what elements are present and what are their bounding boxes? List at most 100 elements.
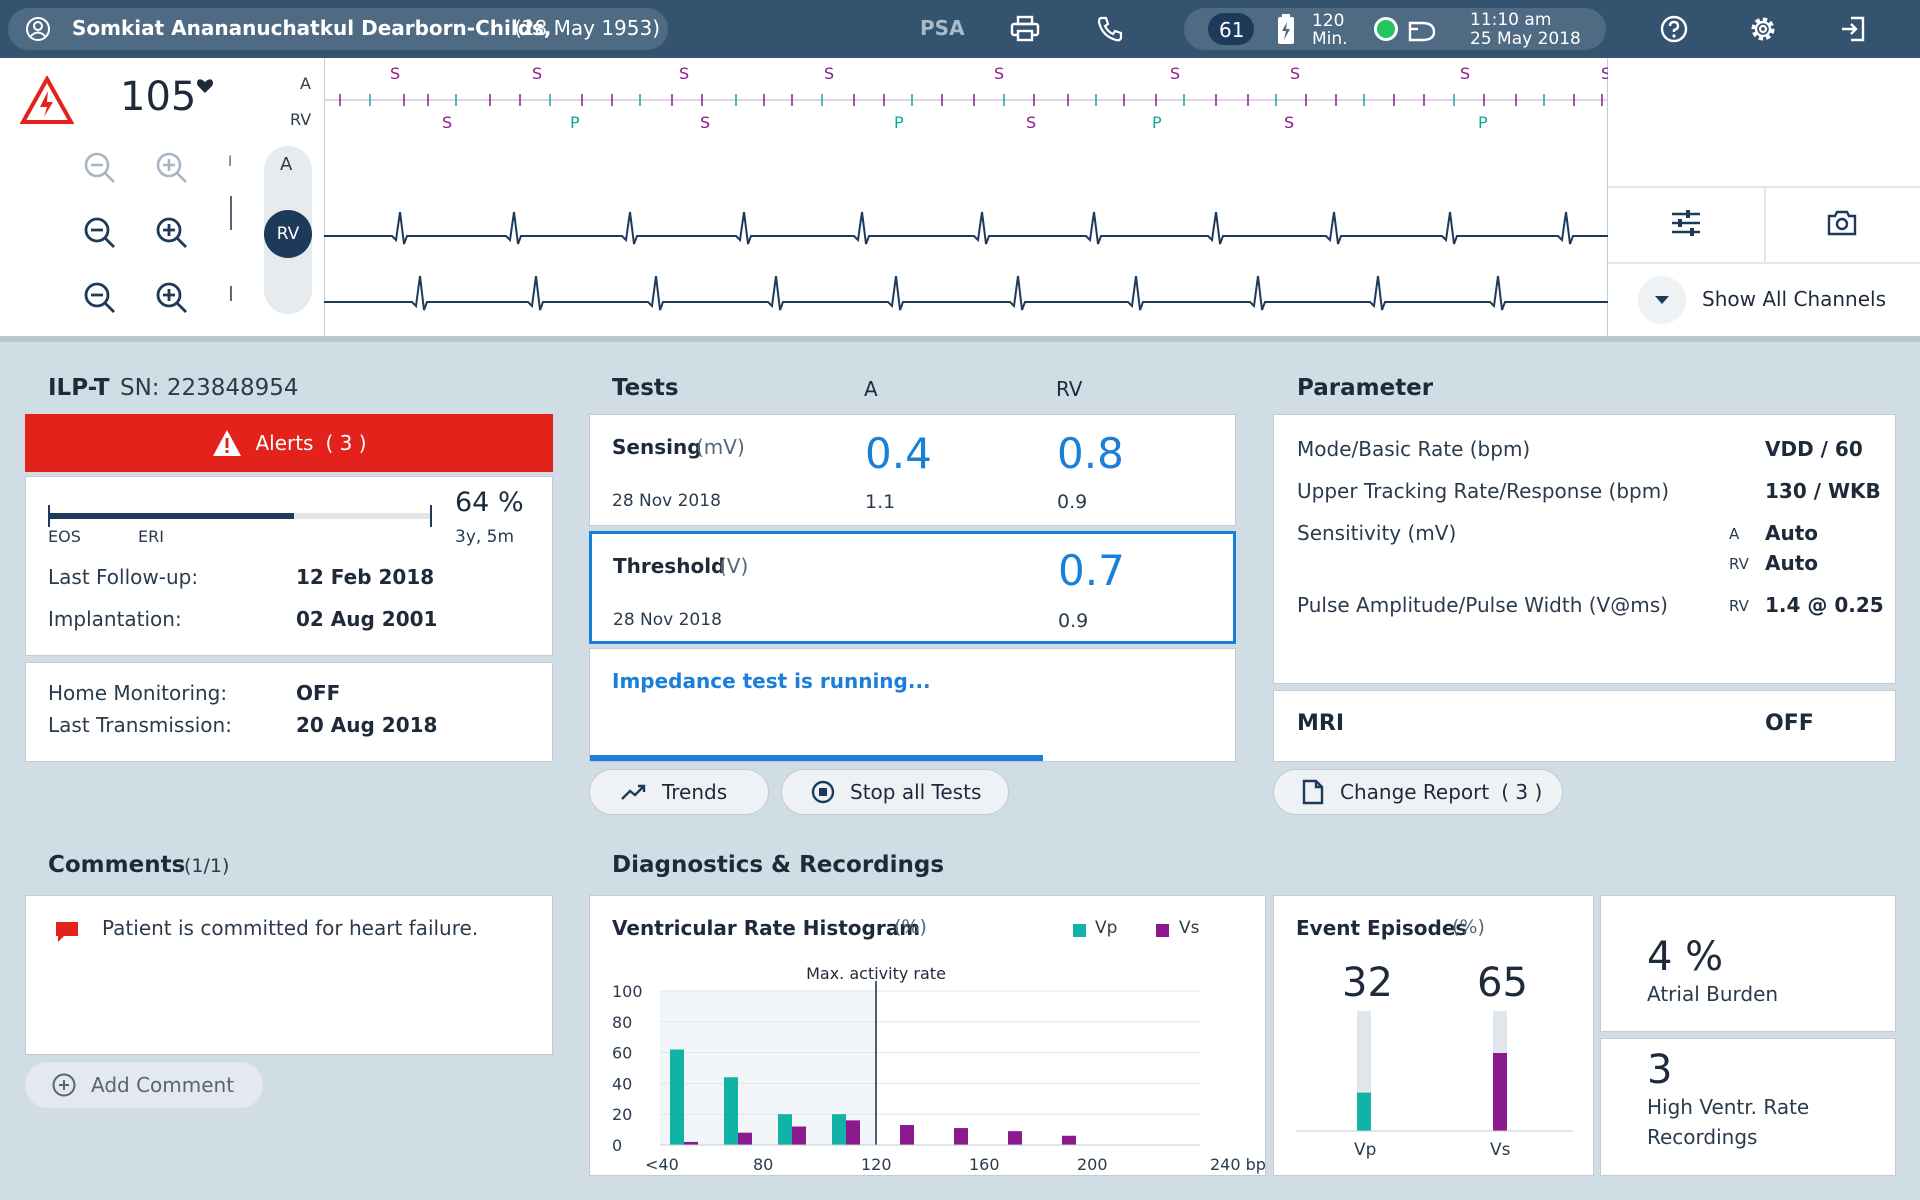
add-comment-button[interactable]: Add Comment bbox=[25, 1062, 263, 1108]
comment-card[interactable]: Patient is committed for heart failure. bbox=[25, 895, 553, 1055]
bar-vs bbox=[846, 1120, 860, 1145]
x-tick-label: 160 bbox=[969, 1155, 1000, 1174]
add-comment-label: Add Comment bbox=[91, 1073, 235, 1097]
marker-p: P bbox=[1152, 113, 1162, 132]
change-report-button[interactable]: Change Report ( 3 ) bbox=[1273, 769, 1563, 815]
plus-circle-icon bbox=[52, 1073, 76, 1097]
status-date: 25 May 2018 bbox=[1470, 29, 1581, 49]
eos-label: EOS bbox=[48, 527, 81, 546]
zoom-out-icon[interactable] bbox=[80, 278, 120, 318]
bar-vp bbox=[778, 1114, 792, 1145]
change-report-count: ( 3 ) bbox=[1501, 780, 1543, 804]
settings-icon[interactable] bbox=[1743, 9, 1783, 49]
chevron-down-icon[interactable] bbox=[1638, 276, 1686, 324]
last-followup-label: Last Follow-up: bbox=[48, 565, 199, 589]
alerts-count: ( 3 ) bbox=[325, 431, 367, 455]
patient-name: Somkiat Anananuchatkul Dearborn-Childs, bbox=[72, 16, 552, 40]
histogram-card[interactable]: Ventricular Rate Histogram (%) Vp Vs 100… bbox=[589, 895, 1267, 1176]
hvr-card[interactable]: 3 High Ventr. Rate Recordings bbox=[1600, 1038, 1896, 1176]
zoom-in-icon[interactable] bbox=[152, 213, 192, 253]
sensing-prev-a: 1.1 bbox=[865, 491, 896, 513]
alarm-icon[interactable] bbox=[19, 74, 75, 130]
threshold-date: 28 Nov 2018 bbox=[613, 610, 722, 630]
zoom-out-icon[interactable] bbox=[80, 213, 120, 253]
camera-icon[interactable] bbox=[1826, 208, 1858, 242]
status-pill: 61 120 Min. 11:10 am 25 May 2018 bbox=[1184, 8, 1606, 50]
connection-icon bbox=[1402, 9, 1442, 49]
diagnostics-title: Diagnostics & Recordings bbox=[612, 852, 945, 878]
legend-vp-swatch bbox=[1073, 924, 1086, 937]
events-unit: (%) bbox=[1452, 916, 1485, 938]
threshold-unit: (V) bbox=[719, 554, 749, 578]
sensing-unit: (mV) bbox=[696, 435, 745, 459]
sensing-prev-rv: 0.9 bbox=[1057, 491, 1088, 513]
row-label-rv: RV bbox=[290, 110, 312, 129]
atrial-burden-card[interactable]: 4 % Atrial Burden bbox=[1600, 895, 1896, 1032]
ecg-tools: Show All Channels bbox=[1608, 58, 1920, 336]
alerts-button[interactable]: Alerts ( 3 ) bbox=[25, 414, 553, 472]
change-report-label: Change Report bbox=[1340, 780, 1490, 804]
sliders-icon[interactable] bbox=[1670, 208, 1702, 242]
zoom-in-icon[interactable] bbox=[152, 278, 192, 318]
max-activity-label: Max. activity rate bbox=[806, 964, 946, 983]
marker-scale-small: I bbox=[228, 154, 233, 170]
rate-badge bbox=[1208, 13, 1254, 45]
marker-s: S bbox=[1460, 64, 1471, 83]
bar-vs bbox=[954, 1128, 968, 1145]
impedance-progress bbox=[590, 755, 1043, 761]
atrial-label: Atrial Burden bbox=[1647, 982, 1779, 1006]
sens-rv-tag: RV bbox=[1729, 555, 1749, 573]
logout-icon[interactable] bbox=[1833, 9, 1873, 49]
legend-vs-swatch bbox=[1156, 924, 1169, 937]
mri-card[interactable]: MRI OFF bbox=[1273, 690, 1896, 762]
marker-labels: S S S S S S S S S S P S P S P S P bbox=[324, 58, 1611, 336]
status-dot-icon bbox=[1374, 17, 1398, 41]
eri-label: ERI bbox=[138, 527, 164, 546]
sensing-card[interactable]: Sensing (mV) 0.4 0.8 28 Nov 2018 1.1 0.9 bbox=[589, 414, 1236, 526]
stop-label: Stop all Tests bbox=[850, 780, 982, 804]
vp-label: Vp bbox=[1354, 1140, 1377, 1160]
threshold-label: Threshold bbox=[613, 554, 726, 578]
status-time: 11:10 am bbox=[1470, 10, 1552, 30]
help-icon[interactable] bbox=[1654, 9, 1694, 49]
mri-label: MRI bbox=[1297, 711, 1345, 736]
sensing-rv-value: 0.8 bbox=[1057, 429, 1124, 478]
bar-vp bbox=[670, 1049, 684, 1145]
events-card[interactable]: Event Episodes (%) 32 65 Vp Vs bbox=[1273, 895, 1594, 1176]
home-monitoring-value: OFF bbox=[296, 681, 341, 705]
bar-vs bbox=[738, 1132, 752, 1145]
vp-value: 32 bbox=[1342, 960, 1393, 1006]
user-icon bbox=[18, 9, 58, 49]
marker-s: S bbox=[1284, 113, 1295, 132]
bar-vp bbox=[724, 1077, 738, 1145]
show-all-channels[interactable]: Show All Channels bbox=[1702, 287, 1887, 311]
comment-icon bbox=[54, 920, 80, 948]
mode-value: VDD / 60 bbox=[1765, 437, 1863, 461]
marker-p: P bbox=[1478, 113, 1488, 132]
ecg-waveform bbox=[324, 58, 1608, 336]
battery-icon bbox=[1266, 9, 1306, 49]
home-monitoring-label: Home Monitoring: bbox=[48, 681, 228, 705]
trends-button[interactable]: Trends bbox=[589, 769, 769, 815]
channel-a-button[interactable]: A bbox=[280, 154, 293, 175]
battery-percent: 64 % bbox=[455, 487, 524, 518]
parameter-title: Parameter bbox=[1297, 375, 1434, 401]
channel-rv-button[interactable]: RV bbox=[264, 210, 312, 258]
marker-s: S bbox=[442, 113, 453, 132]
sensing-label: Sensing bbox=[612, 435, 702, 459]
sensitivity-label: Sensitivity (mV) bbox=[1297, 521, 1457, 545]
implantation-value: 02 Aug 2001 bbox=[296, 607, 438, 631]
threshold-card[interactable]: Threshold (V) 0.7 28 Nov 2018 0.9 bbox=[589, 531, 1236, 644]
sens-rv-value: Auto bbox=[1765, 551, 1819, 575]
device-sn: SN: 223848954 bbox=[120, 375, 299, 401]
marker-s: S bbox=[532, 64, 543, 83]
stop-tests-button[interactable]: Stop all Tests bbox=[781, 769, 1009, 815]
printer-icon[interactable] bbox=[1005, 9, 1045, 49]
psa-label[interactable]: PSA bbox=[920, 16, 965, 40]
phone-icon[interactable] bbox=[1090, 9, 1130, 49]
impedance-status: Impedance test is running... bbox=[612, 669, 931, 693]
parameter-card[interactable]: Mode/Basic Rate (bpm) VDD / 60 Upper Tra… bbox=[1273, 414, 1896, 684]
tests-col-a: A bbox=[864, 377, 878, 401]
patient-pill[interactable]: Somkiat Anananuchatkul Dearborn-Childs, … bbox=[8, 8, 668, 50]
alerts-label: Alerts bbox=[255, 431, 314, 455]
